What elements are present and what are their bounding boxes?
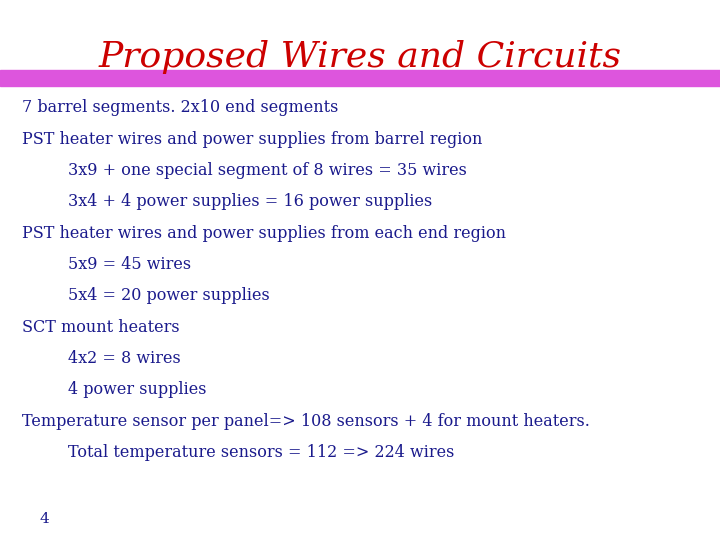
Text: 5x9 = 45 wires: 5x9 = 45 wires xyxy=(68,256,192,273)
Text: PST heater wires and power supplies from barrel region: PST heater wires and power supplies from… xyxy=(22,131,482,148)
Text: 7 barrel segments. 2x10 end segments: 7 barrel segments. 2x10 end segments xyxy=(22,99,338,117)
Text: 4: 4 xyxy=(40,512,50,526)
Text: SCT mount heaters: SCT mount heaters xyxy=(22,319,179,336)
Bar xyxy=(0,70,720,86)
Text: PST heater wires and power supplies from each end region: PST heater wires and power supplies from… xyxy=(22,225,505,242)
Text: Proposed Wires and Circuits: Proposed Wires and Circuits xyxy=(99,40,621,73)
Text: 4x2 = 8 wires: 4x2 = 8 wires xyxy=(68,350,181,367)
Text: Total temperature sensors = 112 => 224 wires: Total temperature sensors = 112 => 224 w… xyxy=(68,444,455,461)
Text: 4 power supplies: 4 power supplies xyxy=(68,381,207,399)
Text: 5x4 = 20 power supplies: 5x4 = 20 power supplies xyxy=(68,287,270,305)
Text: 3x9 + one special segment of 8 wires = 35 wires: 3x9 + one special segment of 8 wires = 3… xyxy=(68,162,467,179)
Text: Temperature sensor per panel=> 108 sensors + 4 for mount heaters.: Temperature sensor per panel=> 108 senso… xyxy=(22,413,590,430)
Text: 3x4 + 4 power supplies = 16 power supplies: 3x4 + 4 power supplies = 16 power suppli… xyxy=(68,193,433,211)
